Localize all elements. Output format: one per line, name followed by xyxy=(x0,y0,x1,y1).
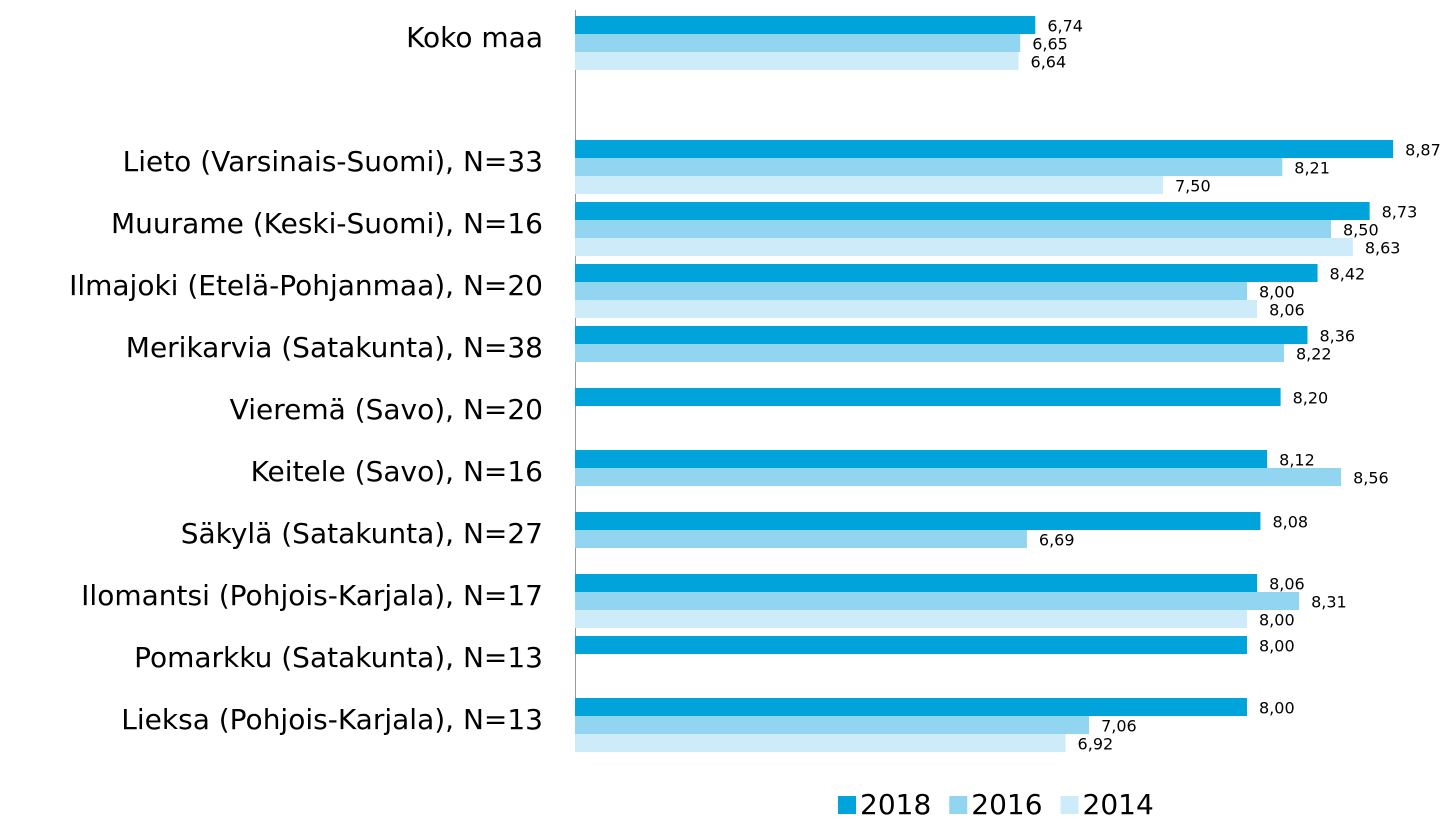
value-label: 8,00 xyxy=(1259,283,1295,302)
category-label: Ilmajoki (Etelä-Pohjanmaa), N=20 xyxy=(69,269,543,302)
bar xyxy=(575,636,1247,654)
category-label: Vieremä (Savo), N=20 xyxy=(230,393,543,426)
bar xyxy=(575,282,1247,300)
bar xyxy=(575,326,1308,344)
value-label: 8,00 xyxy=(1259,637,1295,656)
value-label: 8,22 xyxy=(1296,345,1332,364)
bar xyxy=(575,610,1247,628)
value-label: 8,63 xyxy=(1365,239,1401,258)
legend-label: 2018 xyxy=(860,788,931,819)
legend-label: 2014 xyxy=(1083,788,1154,819)
category-label: Keitele (Savo), N=16 xyxy=(251,455,543,488)
value-label: 6,74 xyxy=(1047,17,1083,36)
value-label: 8,73 xyxy=(1382,203,1418,222)
bar xyxy=(575,238,1353,256)
value-label: 7,06 xyxy=(1101,717,1137,736)
bar xyxy=(575,344,1284,362)
bar xyxy=(575,716,1090,734)
value-label: 8,00 xyxy=(1259,611,1295,630)
bar xyxy=(575,468,1342,486)
value-label: 6,69 xyxy=(1039,531,1075,550)
bar xyxy=(575,220,1331,238)
value-label: 8,20 xyxy=(1293,389,1329,408)
value-label: 8,36 xyxy=(1319,327,1355,346)
bar xyxy=(575,264,1318,282)
value-label: 6,92 xyxy=(1078,735,1114,754)
bar xyxy=(575,574,1258,592)
value-label: 8,00 xyxy=(1259,699,1295,718)
category-label: Muurame (Keski-Suomi), N=16 xyxy=(111,207,543,240)
category-label: Pomarkku (Satakunta), N=13 xyxy=(134,641,543,674)
bar xyxy=(575,140,1394,158)
bar xyxy=(575,52,1019,70)
value-label: 8,50 xyxy=(1343,221,1379,240)
value-label: 8,21 xyxy=(1294,159,1330,178)
bar xyxy=(575,16,1036,34)
legend-swatch xyxy=(1060,796,1079,814)
value-label: 7,50 xyxy=(1175,177,1211,196)
value-label: 8,31 xyxy=(1311,593,1347,612)
bar xyxy=(575,734,1066,752)
value-label: 8,87 xyxy=(1405,141,1441,160)
bar xyxy=(575,388,1281,406)
legend-swatch xyxy=(949,796,968,814)
category-label: Lieksa (Pohjois-Karjala), N=13 xyxy=(121,703,543,736)
value-label: 6,65 xyxy=(1032,35,1068,54)
bar xyxy=(575,592,1300,610)
category-label: Säkylä (Satakunta), N=27 xyxy=(181,517,543,550)
bar xyxy=(575,512,1261,530)
bar xyxy=(575,176,1163,194)
category-label: Ilomantsi (Pohjois-Karjala), N=17 xyxy=(81,579,543,612)
bar xyxy=(575,530,1027,548)
bar xyxy=(575,698,1247,716)
value-label: 8,12 xyxy=(1279,451,1315,470)
value-label: 8,56 xyxy=(1353,469,1389,488)
bar xyxy=(575,158,1283,176)
value-label: 8,08 xyxy=(1272,513,1308,532)
bar xyxy=(575,34,1021,52)
legend-label: 2016 xyxy=(971,788,1042,819)
category-label: Koko maa xyxy=(406,21,543,54)
bar xyxy=(575,300,1258,318)
category-label: Lieto (Varsinais-Suomi), N=33 xyxy=(123,145,543,178)
bar xyxy=(575,202,1370,220)
value-label: 8,06 xyxy=(1269,301,1305,320)
category-label: Merikarvia (Satakunta), N=38 xyxy=(126,331,543,364)
bar xyxy=(575,450,1268,468)
value-label: 8,42 xyxy=(1330,265,1366,284)
value-label: 8,06 xyxy=(1269,575,1305,594)
legend-swatch xyxy=(838,796,856,814)
value-label: 6,64 xyxy=(1031,53,1067,72)
